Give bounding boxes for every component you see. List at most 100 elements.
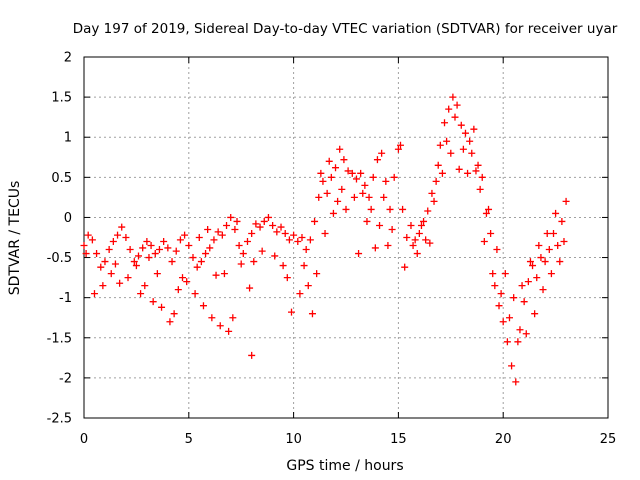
x-tick-label: 25 — [600, 432, 617, 447]
data-point — [384, 242, 392, 250]
data-point — [153, 270, 161, 278]
data-point — [503, 338, 511, 346]
data-point — [126, 246, 134, 254]
data-point — [179, 274, 187, 282]
data-point — [193, 263, 201, 271]
data-point — [176, 236, 184, 244]
data-point — [273, 228, 281, 236]
x-axis-tick-labels: 0 5 10 15 20 25 — [80, 432, 616, 447]
data-point — [93, 250, 101, 258]
data-point — [235, 242, 243, 250]
axis-ticks — [83, 56, 609, 419]
data-point — [80, 242, 88, 250]
grid-lines — [84, 57, 608, 418]
data-point — [82, 250, 90, 258]
data-point — [466, 137, 474, 145]
data-point — [428, 189, 436, 197]
x-tick-label: 0 — [80, 432, 88, 447]
data-point — [520, 298, 528, 306]
data-point — [352, 175, 360, 183]
data-point — [239, 250, 247, 258]
data-point — [545, 246, 553, 254]
data-point — [459, 145, 467, 153]
data-point — [308, 310, 316, 318]
data-point — [407, 221, 415, 229]
data-point — [529, 262, 537, 270]
data-point — [271, 252, 279, 260]
data-point — [424, 207, 432, 215]
data-point — [367, 205, 375, 213]
data-point — [396, 141, 404, 149]
data-point — [420, 217, 428, 225]
data-point — [369, 173, 377, 181]
data-point — [88, 236, 96, 244]
data-point — [434, 161, 442, 169]
data-point — [174, 286, 182, 294]
data-point — [317, 169, 325, 177]
data-point — [130, 258, 138, 266]
data-point — [409, 242, 417, 250]
y-tick-label: 1 — [64, 131, 72, 146]
data-point — [124, 274, 132, 282]
data-point — [336, 145, 344, 153]
data-point — [533, 274, 541, 282]
data-point — [363, 217, 371, 225]
data-point — [464, 169, 472, 177]
data-point — [155, 246, 163, 254]
data-point — [164, 244, 172, 252]
data-point — [547, 270, 555, 278]
data-point — [279, 262, 287, 270]
data-point — [373, 156, 381, 164]
data-point — [220, 270, 228, 278]
data-point — [248, 351, 256, 359]
data-points — [80, 93, 570, 386]
data-point — [141, 282, 149, 290]
data-point — [417, 221, 425, 229]
data-point — [329, 209, 337, 217]
data-point — [281, 229, 289, 237]
y-axis-tick-labels: -2.5 -2 -1.5 -1 -0.5 0 0.5 1 1.5 2 — [47, 51, 72, 427]
data-point — [426, 239, 434, 247]
data-point — [84, 231, 92, 239]
data-point — [189, 254, 197, 262]
data-point — [250, 258, 258, 266]
data-point — [183, 278, 191, 286]
data-point — [170, 310, 178, 318]
data-point — [231, 225, 239, 233]
data-point — [300, 262, 308, 270]
data-point — [499, 318, 507, 326]
data-point — [304, 282, 312, 290]
y-tick-label: -0.5 — [47, 251, 72, 266]
data-point — [438, 169, 446, 177]
data-point — [482, 209, 490, 217]
data-point — [505, 314, 513, 322]
data-point — [256, 223, 264, 231]
data-point — [97, 263, 105, 271]
data-point — [172, 247, 180, 255]
data-point — [470, 125, 478, 133]
data-point — [382, 177, 390, 185]
y-tick-label: 1.5 — [51, 91, 72, 106]
data-point — [306, 236, 314, 244]
data-point — [118, 223, 126, 231]
data-point — [296, 290, 304, 298]
data-point — [134, 252, 142, 260]
data-point — [151, 250, 159, 258]
data-point — [114, 231, 122, 239]
data-point — [294, 238, 302, 246]
data-point — [223, 221, 231, 229]
data-point — [166, 318, 174, 326]
y-tick-label: 2 — [64, 51, 72, 66]
data-point — [122, 234, 130, 241]
data-point — [451, 113, 459, 121]
data-point — [455, 165, 463, 173]
data-point — [283, 274, 291, 282]
data-point — [453, 101, 461, 109]
data-point — [472, 167, 480, 175]
data-point — [522, 330, 530, 338]
data-point — [285, 236, 293, 244]
x-tick-label: 5 — [185, 432, 193, 447]
data-point — [90, 290, 98, 298]
data-point — [208, 314, 216, 322]
data-point — [302, 246, 310, 254]
